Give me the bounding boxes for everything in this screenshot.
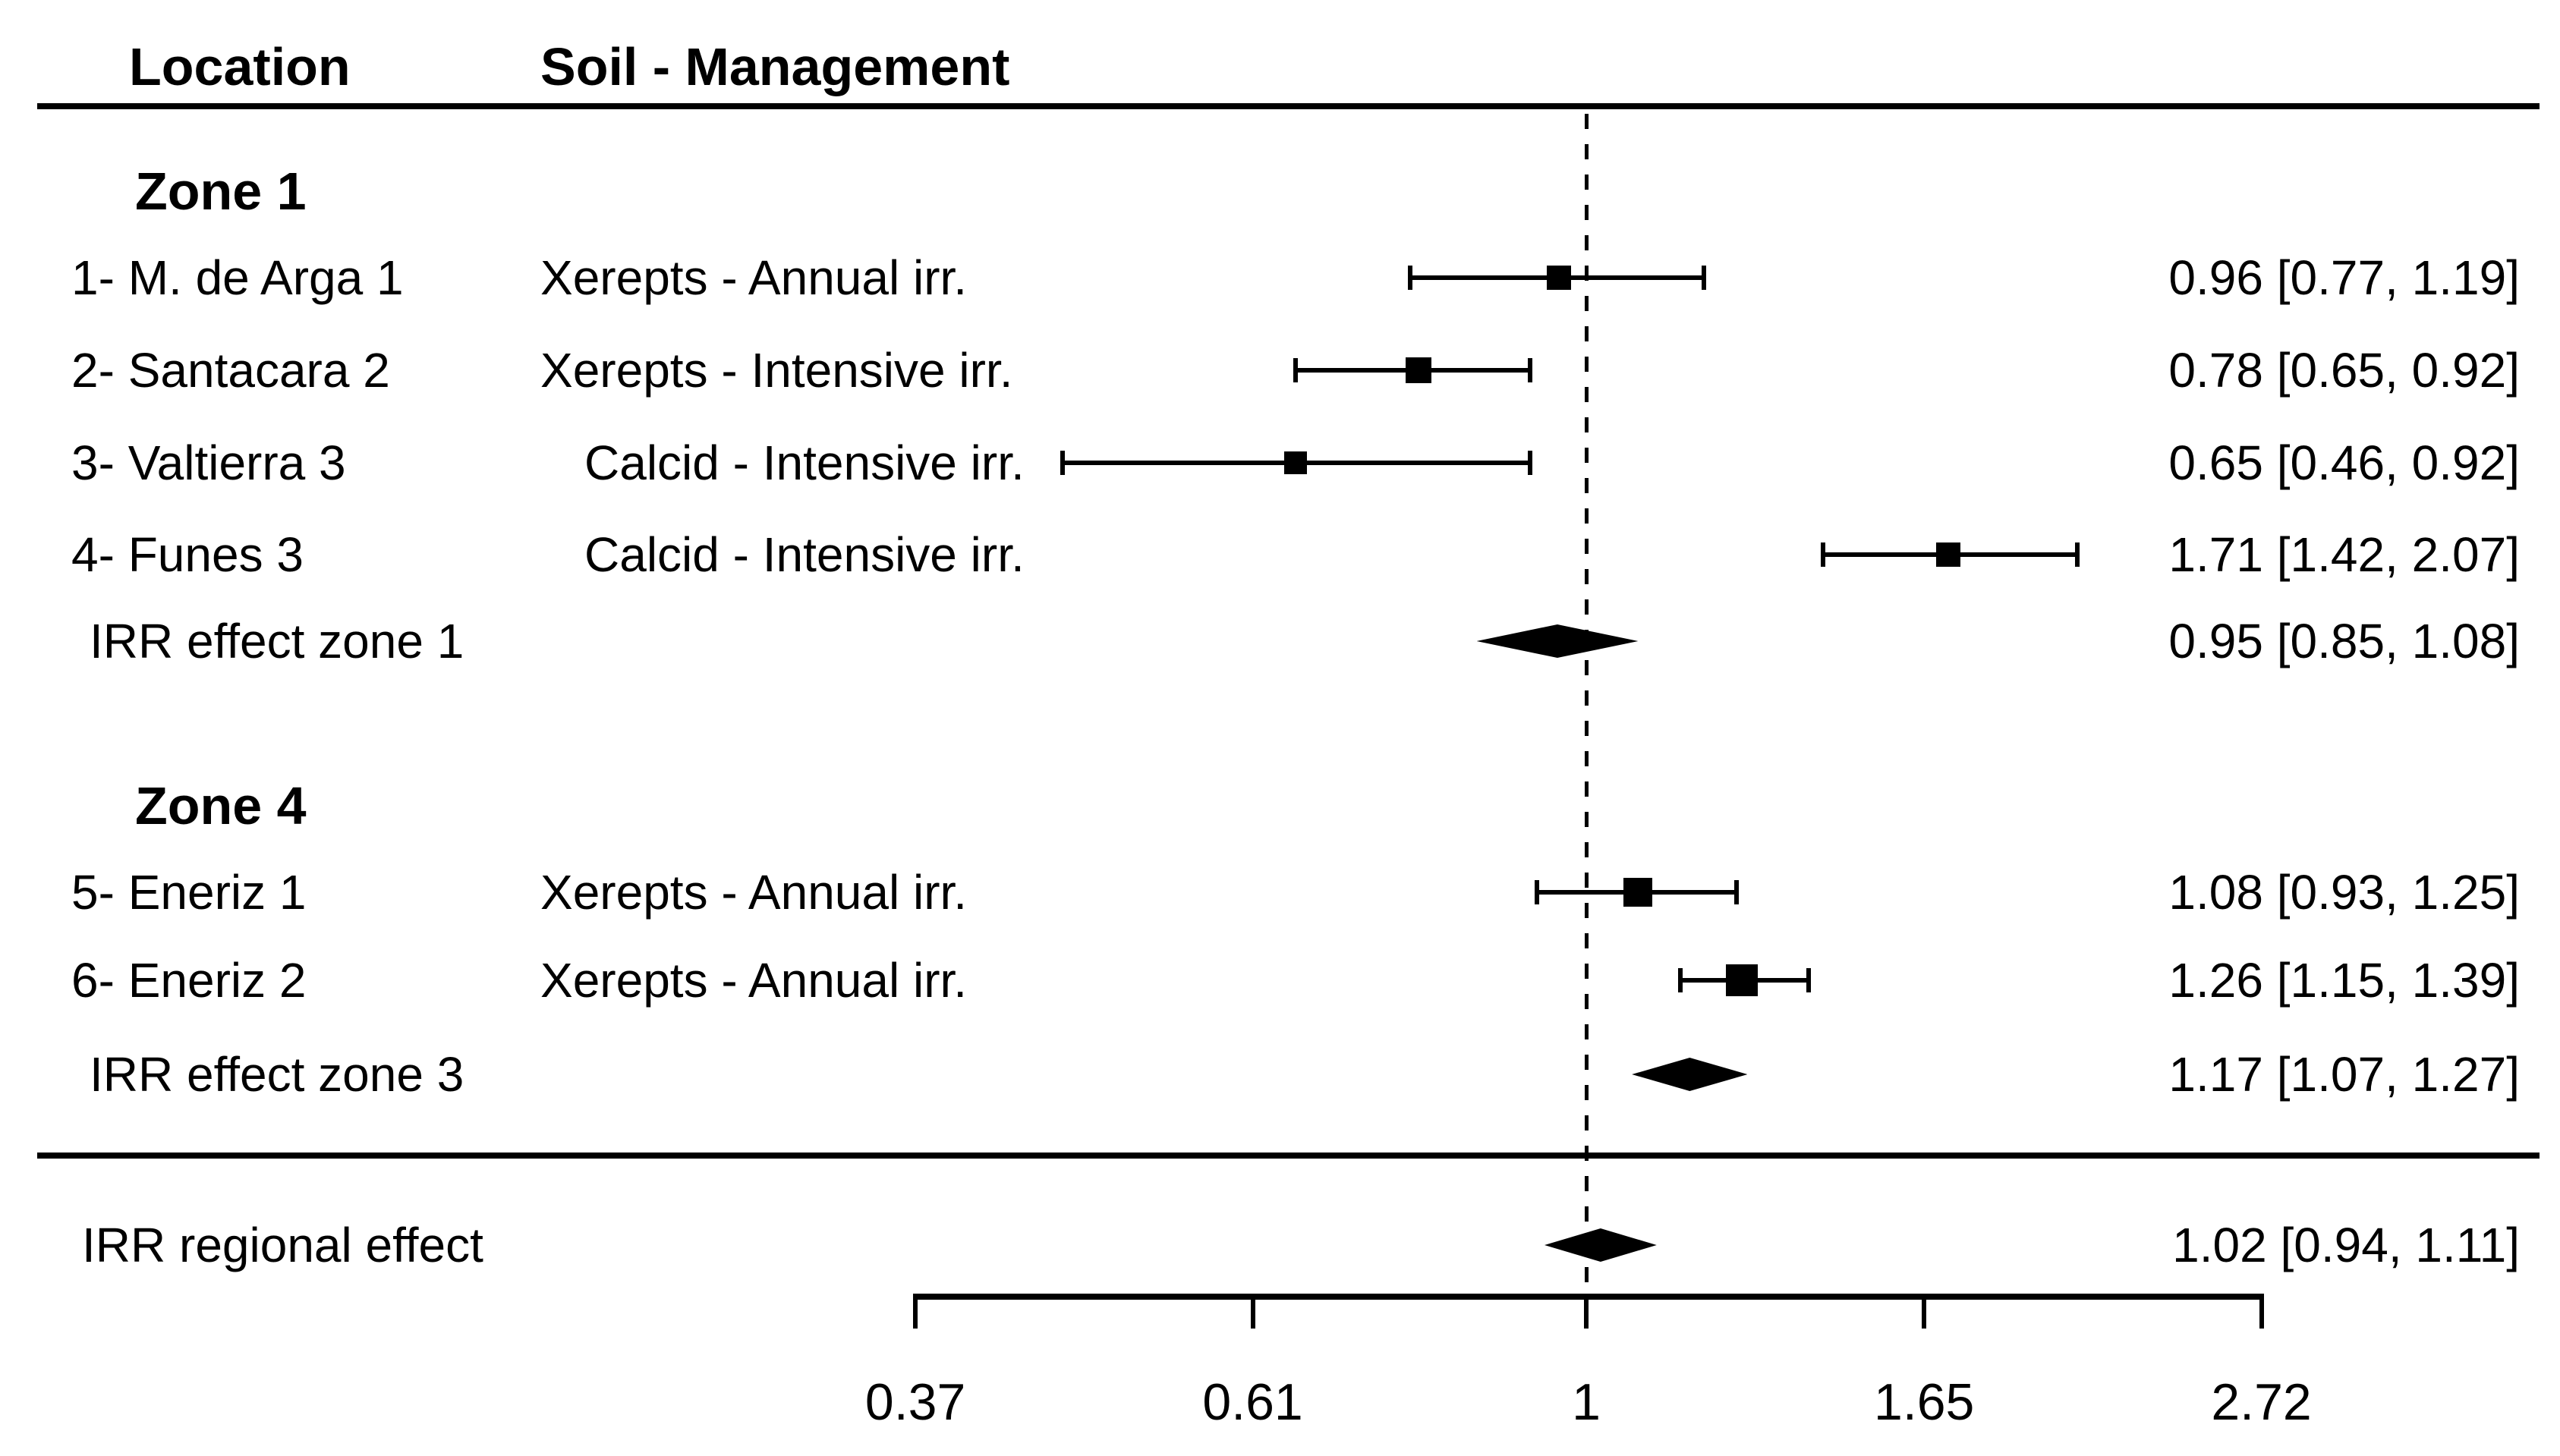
x-axis-tick bbox=[2259, 1294, 2264, 1329]
location-label: IRR effect zone 1 bbox=[90, 614, 464, 668]
x-axis-tick bbox=[913, 1294, 918, 1329]
ci-cap-right bbox=[1806, 968, 1811, 992]
location-label: 5- Eneriz 1 bbox=[71, 865, 307, 920]
x-axis-tick bbox=[1922, 1294, 1927, 1329]
point-estimate-square bbox=[1935, 542, 1960, 567]
estimate-ci-label: 1.17 [1.07, 1.27] bbox=[2168, 1047, 2520, 1102]
x-axis-tick-label: 1 bbox=[1572, 1373, 1601, 1431]
ci-cap-left bbox=[1820, 542, 1825, 567]
x-axis-tick-label: 0.37 bbox=[864, 1373, 966, 1431]
x-axis-tick bbox=[1250, 1294, 1255, 1329]
x-axis-tick bbox=[1584, 1294, 1589, 1329]
location-label: IRR effect zone 3 bbox=[90, 1047, 464, 1102]
ci-cap-left bbox=[1407, 266, 1412, 290]
soil-management-label: Xerepts - Annual irr. bbox=[540, 250, 968, 305]
ci-cap-left bbox=[1678, 968, 1683, 992]
ci-cap-right bbox=[1527, 451, 1532, 475]
soil-management-label: Xerepts - Annual irr. bbox=[540, 953, 968, 1008]
estimate-ci-label: 1.02 [0.94, 1.11] bbox=[2172, 1218, 2520, 1272]
estimate-ci-label: 0.96 [0.77, 1.19] bbox=[2168, 250, 2520, 305]
point-estimate-square bbox=[1406, 357, 1432, 383]
location-label: 4- Funes 3 bbox=[71, 527, 304, 582]
column-header-location: Location bbox=[129, 37, 351, 96]
summary-divider-line bbox=[37, 1153, 2540, 1159]
estimate-ci-label: 0.78 [0.65, 0.92] bbox=[2168, 343, 2520, 398]
ci-cap-left bbox=[1535, 880, 1540, 904]
estimate-ci-label: 0.95 [0.85, 1.08] bbox=[2168, 614, 2520, 668]
estimate-ci-label: 1.08 [0.93, 1.25] bbox=[2168, 865, 2520, 920]
ci-cap-right bbox=[1527, 358, 1532, 382]
x-axis-tick-label: 0.61 bbox=[1202, 1373, 1303, 1431]
estimate-ci-label: 0.65 [0.46, 0.92] bbox=[2168, 436, 2520, 490]
point-estimate-square bbox=[1726, 964, 1759, 996]
zone-summary-diamond bbox=[1632, 1058, 1748, 1091]
location-label: 6- Eneriz 2 bbox=[71, 953, 307, 1008]
location-label: 3- Valtierra 3 bbox=[71, 436, 346, 490]
x-axis-tick-label: 1.65 bbox=[1874, 1373, 1975, 1431]
estimate-ci-label: 1.26 [1.15, 1.39] bbox=[2168, 953, 2520, 1008]
ci-cap-right bbox=[1734, 880, 1740, 904]
regional-summary-diamond bbox=[1544, 1228, 1657, 1262]
zone-summary-diamond bbox=[1476, 624, 1639, 658]
ci-cap-right bbox=[1701, 266, 1706, 290]
header-divider-line bbox=[37, 103, 2540, 109]
point-estimate-square bbox=[1284, 451, 1308, 474]
null-effect-line bbox=[1585, 114, 1589, 1294]
soil-management-label: Calcid - Intensive irr. bbox=[584, 527, 1025, 582]
estimate-ci-label: 1.71 [1.42, 2.07] bbox=[2168, 527, 2520, 582]
ci-cap-left bbox=[1293, 358, 1299, 382]
point-estimate-square bbox=[1546, 266, 1571, 290]
column-header-soil-management: Soil - Management bbox=[540, 37, 1010, 96]
point-estimate-square bbox=[1623, 878, 1653, 907]
soil-management-label: Xerepts - Intensive irr. bbox=[540, 343, 1013, 398]
soil-management-label: Calcid - Intensive irr. bbox=[584, 436, 1025, 490]
ci-cap-right bbox=[2074, 542, 2080, 567]
soil-management-label: Xerepts - Annual irr. bbox=[540, 865, 968, 920]
location-label: IRR regional effect bbox=[82, 1218, 483, 1272]
zone-header: Zone 4 bbox=[135, 776, 307, 835]
location-label: 1- M. de Arga 1 bbox=[71, 250, 404, 305]
zone-header: Zone 1 bbox=[135, 162, 307, 221]
location-label: 2- Santacara 2 bbox=[71, 343, 390, 398]
ci-cap-left bbox=[1060, 451, 1065, 475]
x-axis-tick-label: 2.72 bbox=[2211, 1373, 2312, 1431]
